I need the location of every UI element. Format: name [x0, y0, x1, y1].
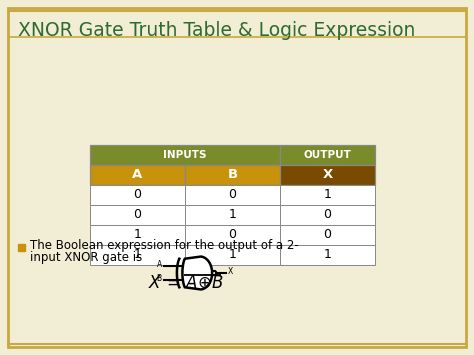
Text: 1: 1	[323, 248, 331, 262]
Text: A: A	[132, 169, 143, 181]
Text: B: B	[156, 274, 162, 283]
Text: X: X	[322, 169, 333, 181]
FancyBboxPatch shape	[90, 165, 185, 185]
Text: 1: 1	[134, 229, 141, 241]
FancyBboxPatch shape	[280, 165, 375, 185]
FancyBboxPatch shape	[90, 185, 185, 205]
FancyBboxPatch shape	[90, 225, 185, 245]
Text: 1: 1	[323, 189, 331, 202]
FancyBboxPatch shape	[90, 145, 280, 165]
FancyBboxPatch shape	[90, 245, 185, 265]
Text: XNOR Gate Truth Table & Logic Expression: XNOR Gate Truth Table & Logic Expression	[18, 21, 415, 40]
FancyBboxPatch shape	[280, 145, 375, 165]
FancyBboxPatch shape	[280, 245, 375, 265]
Circle shape	[212, 271, 216, 275]
FancyBboxPatch shape	[280, 185, 375, 205]
Text: 0: 0	[134, 208, 141, 222]
FancyBboxPatch shape	[185, 165, 280, 185]
Text: OUTPUT: OUTPUT	[303, 150, 351, 160]
FancyBboxPatch shape	[185, 245, 280, 265]
FancyBboxPatch shape	[90, 205, 185, 225]
FancyBboxPatch shape	[185, 205, 280, 225]
Text: 0: 0	[228, 229, 237, 241]
Text: The Boolean expression for the output of a 2-: The Boolean expression for the output of…	[30, 239, 299, 251]
Text: 1: 1	[228, 208, 237, 222]
FancyBboxPatch shape	[280, 205, 375, 225]
Text: A: A	[156, 260, 162, 269]
Text: X: X	[228, 267, 233, 276]
Text: 0: 0	[323, 229, 331, 241]
Polygon shape	[182, 257, 212, 289]
FancyBboxPatch shape	[185, 225, 280, 245]
Text: 0: 0	[228, 189, 237, 202]
Text: $A{\oplus}B$: $A{\oplus}B$	[185, 274, 224, 292]
Text: 1: 1	[134, 248, 141, 262]
Text: INPUTS: INPUTS	[163, 150, 207, 160]
Text: $X\,=\,$: $X\,=\,$	[148, 274, 180, 292]
Text: input XNOR gate is: input XNOR gate is	[30, 251, 142, 264]
Text: 0: 0	[134, 189, 141, 202]
Text: B: B	[228, 169, 237, 181]
Text: 1: 1	[228, 248, 237, 262]
Text: 0: 0	[323, 208, 331, 222]
FancyBboxPatch shape	[280, 225, 375, 245]
FancyBboxPatch shape	[18, 244, 25, 251]
FancyBboxPatch shape	[185, 185, 280, 205]
